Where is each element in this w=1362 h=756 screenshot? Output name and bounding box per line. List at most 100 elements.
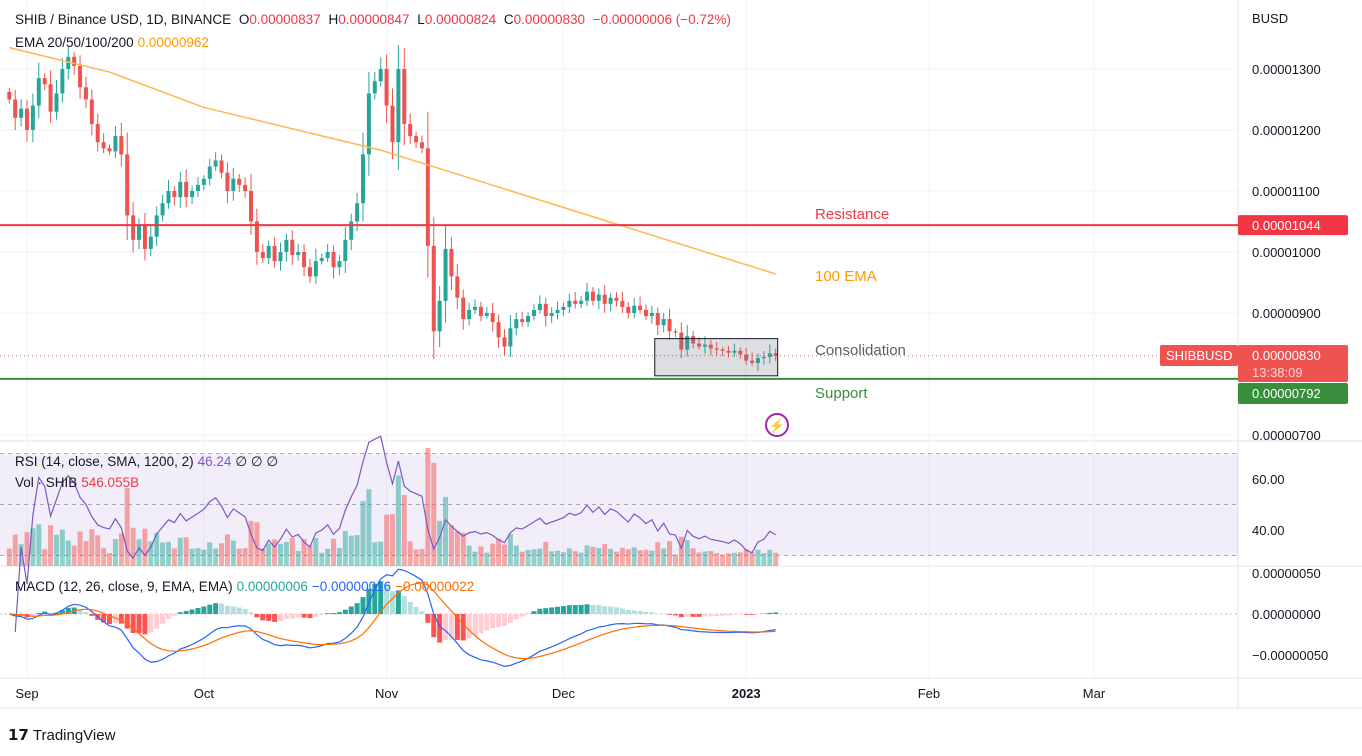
support-label: Support: [815, 385, 868, 402]
candle-body: [266, 245, 271, 259]
macd-histogram-bar: [30, 614, 36, 617]
macd-histogram-bar: [272, 614, 278, 622]
candle-body: [555, 309, 560, 313]
price-tick: 0.00001100: [1252, 184, 1320, 199]
low-label: L: [417, 12, 425, 27]
change-value: −0.00000006 (−0.72%): [592, 12, 731, 27]
candle-body: [343, 239, 348, 262]
macd-histogram-bar: [384, 584, 390, 614]
macd-histogram-bar: [649, 612, 655, 614]
candle-body: [160, 203, 165, 216]
macd-histogram-bar: [531, 611, 537, 614]
macd-tick: 0.00000000: [1252, 607, 1321, 622]
ema-legend[interactable]: EMA 20/50/100/200 0.00000962: [15, 35, 213, 50]
macd-histogram-bar: [731, 614, 737, 615]
volume-bar: [77, 531, 83, 566]
high-label: H: [328, 12, 339, 27]
volume-bar: [195, 548, 201, 566]
volume-bar: [118, 533, 124, 566]
volume-bar: [443, 496, 449, 566]
macd-histogram-bar: [602, 606, 608, 614]
consolidation-label: Consolidation: [815, 342, 906, 359]
volume-bar: [696, 552, 702, 566]
volume-bar: [625, 549, 631, 566]
rsi-legend[interactable]: RSI (14, close, SMA, 1200, 2) 46.24 ∅ ∅ ∅: [15, 454, 282, 470]
volume-bar: [372, 542, 378, 566]
candle-body: [691, 336, 696, 344]
candle-body: [284, 239, 289, 252]
volume-bar: [30, 528, 36, 566]
macd-histogram-bar: [295, 614, 301, 618]
tradingview-logo[interactable]: 𝟭𝟳 TradingView: [8, 726, 115, 744]
volume-bar: [201, 549, 207, 566]
price-chart[interactable]: 0.00001300 0.00001200 0.00001100 0.00001000…: [0, 0, 1362, 720]
macd-histogram-bar: [578, 604, 584, 614]
candle-body: [596, 294, 601, 301]
volume-bar: [183, 537, 189, 566]
volume-bar: [219, 543, 225, 566]
candle-body: [378, 69, 383, 82]
resistance-price: 0.00001044: [1252, 218, 1321, 233]
macd-value: −0.00000016: [311, 579, 392, 594]
macd-signal-line: [9, 582, 776, 660]
volume-bar: [130, 527, 136, 566]
macd-histogram-bar: [201, 606, 207, 614]
macd-histogram-bar: [448, 614, 454, 640]
volume-bar: [702, 551, 708, 566]
volume-bar: [378, 541, 384, 566]
volume-bar: [124, 488, 130, 566]
candle-body: [537, 303, 542, 310]
macd-histogram-bar: [36, 613, 42, 614]
candle-body: [60, 69, 65, 94]
volume-bar: [572, 551, 578, 566]
ema-value: 0.00000962: [137, 35, 209, 50]
volume-bar: [596, 547, 602, 566]
macd-legend[interactable]: MACD (12, 26, close, 9, EMA, EMA) 0.00000…: [15, 579, 478, 594]
candle-body: [490, 313, 495, 323]
candle-body: [697, 343, 702, 347]
macd-histogram-bar: [254, 614, 260, 618]
rsi-value: 46.24: [197, 454, 232, 469]
macd-histogram-bar: [277, 614, 283, 622]
volume-label: Vol · SHIB: [15, 475, 78, 490]
candle-body: [473, 306, 478, 310]
candle-body: [13, 99, 18, 118]
time-tick: Dec: [552, 686, 576, 701]
macd-histogram-bar: [431, 614, 437, 638]
candle-body: [225, 172, 230, 191]
candle-body: [101, 142, 106, 149]
candle-body: [638, 305, 643, 310]
volume-bar: [460, 532, 466, 566]
volume-legend[interactable]: Vol · SHIB 546.055B: [15, 475, 143, 490]
macd-histogram-bar: [614, 607, 619, 614]
candle-body: [738, 350, 743, 355]
macd-histogram-bar: [425, 614, 431, 623]
candle-body: [437, 300, 442, 332]
macd-histogram-bar: [336, 612, 342, 614]
macd-histogram-bar: [207, 604, 213, 614]
macd-histogram-bar: [637, 610, 643, 614]
volume-bar: [649, 550, 655, 566]
currency-label: BUSD: [1252, 11, 1288, 26]
time-tick: Nov: [375, 686, 399, 701]
macd-histogram-bar: [460, 614, 466, 641]
candle-body: [750, 360, 755, 364]
candle-body: [626, 306, 631, 313]
volume-bar: [336, 548, 342, 566]
macd-histogram-bar: [419, 611, 425, 614]
volume-bar: [165, 541, 171, 566]
time-tick: Mar: [1083, 686, 1106, 701]
candle-body: [673, 331, 678, 333]
volume-bar: [230, 540, 236, 566]
volume-bar: [519, 551, 525, 566]
macd-histogram-bar: [319, 614, 325, 615]
candle-body: [449, 248, 454, 277]
candle-body: [190, 191, 195, 198]
candle-body: [302, 252, 307, 268]
volume-bar: [619, 547, 625, 566]
time-tick: Sep: [15, 686, 38, 701]
candle-body: [384, 69, 389, 106]
candle-body: [549, 313, 554, 317]
volume-bar: [224, 534, 230, 566]
candle-body: [66, 56, 71, 69]
